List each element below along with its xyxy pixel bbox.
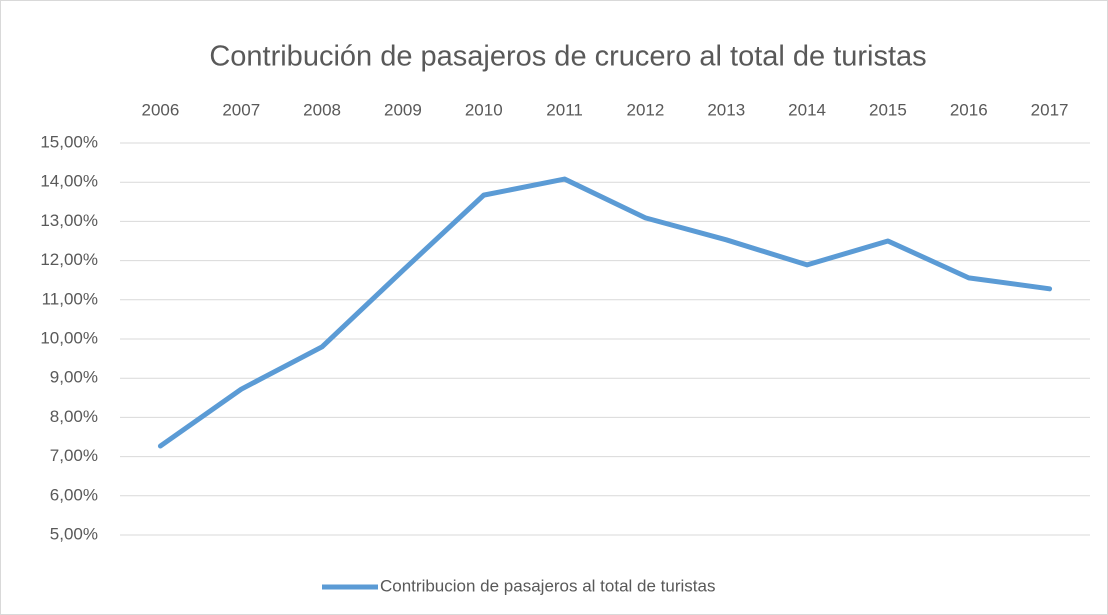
x-tick-label: 2009 (384, 100, 422, 119)
y-tick-label: 14,00% (40, 172, 98, 191)
y-tick-label: 11,00% (42, 289, 98, 308)
x-tick-label: 2015 (869, 100, 907, 119)
x-tick-label: 2017 (1031, 100, 1069, 119)
x-tick-label: 2011 (546, 100, 583, 119)
y-tick-label: 10,00% (40, 328, 98, 347)
chart-title: Contribución de pasajeros de crucero al … (209, 41, 926, 73)
legend-label: Contribucion de pasajeros al total de tu… (380, 576, 715, 595)
x-tick-label: 2014 (788, 100, 826, 119)
y-tick-label: 15,00% (40, 132, 98, 151)
y-tick-label: 9,00% (50, 368, 98, 387)
data-line (157, 176, 1053, 449)
y-tick-label: 5,00% (50, 524, 98, 543)
x-tick-label: 2007 (222, 100, 260, 119)
y-tick-label: 8,00% (50, 407, 98, 426)
x-tick-label: 2006 (142, 100, 180, 119)
y-tick-label: 7,00% (50, 446, 98, 465)
x-tick-label: 2008 (303, 100, 341, 119)
y-tick-label: 13,00% (40, 211, 98, 230)
x-tick-label: 2013 (707, 100, 745, 119)
y-tick-label: 12,00% (40, 250, 98, 269)
x-tick-label: 2012 (627, 100, 665, 119)
x-tick-label: 2016 (950, 100, 988, 119)
y-tick-label: 6,00% (50, 485, 98, 504)
x-tick-label: 2010 (465, 100, 503, 119)
